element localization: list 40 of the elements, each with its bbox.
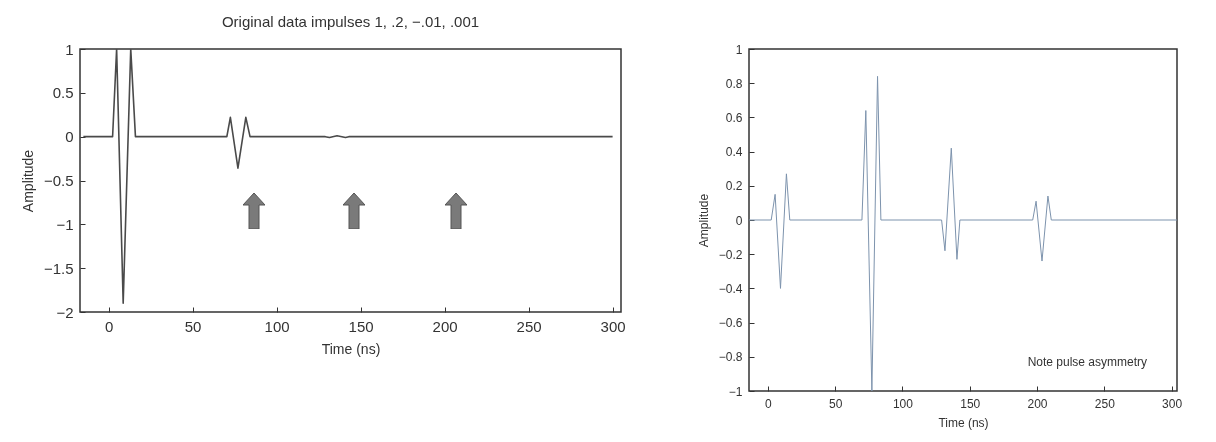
- y-tick-label: −2: [56, 303, 74, 321]
- y-tick-label: 0: [735, 213, 743, 228]
- y-tick-label: −1.5: [43, 259, 74, 277]
- x-tick-label: 250: [1094, 396, 1116, 411]
- x-tick-label: 300: [600, 317, 626, 335]
- y-tick-label: 0.2: [725, 179, 743, 194]
- y-tick-label: −0.5: [43, 172, 74, 189]
- y-tick-label: 0.5: [52, 84, 74, 102]
- y-tick-label: −1: [56, 215, 74, 233]
- x-axis-title: Time (ns): [938, 415, 989, 430]
- y-tick-label: 0.8: [725, 76, 743, 91]
- x-tick-label: 150: [960, 396, 981, 411]
- x-tick-label: 50: [184, 317, 202, 335]
- x-tick-label: 100: [264, 317, 290, 335]
- y-tick-label: 1: [65, 40, 74, 58]
- x-tick-label: 300: [1162, 396, 1183, 411]
- y-axis-title: Amplitude: [19, 149, 36, 213]
- y-tick-label: −0.2: [718, 247, 743, 262]
- y-tick-label: −1: [728, 384, 743, 399]
- x-tick-label: 200: [432, 317, 458, 335]
- x-tick-label: 200: [1027, 396, 1048, 411]
- chart-title: Original data impulses 1, .2, −.01, .001: [221, 13, 480, 30]
- x-tick-label: 0: [765, 396, 772, 411]
- annotation: Note pulse asymmetry: [1027, 355, 1147, 369]
- x-tick-label: 100: [892, 396, 914, 411]
- x-tick-label: 50: [828, 396, 843, 411]
- y-tick-label: −0.4: [718, 281, 743, 296]
- x-tick-label: 150: [348, 317, 374, 335]
- y-tick-label: −0.8: [718, 350, 743, 365]
- y-tick-label: −0.6: [718, 316, 743, 331]
- x-tick-label: 250: [516, 317, 542, 335]
- y-tick-label: 0.4: [725, 145, 743, 160]
- y-axis-title: Amplitude: [696, 193, 711, 248]
- y-tick-label: 0.6: [725, 110, 743, 125]
- x-tick-label: 0: [104, 317, 114, 335]
- y-tick-label: 0: [65, 128, 74, 146]
- x-axis-title: Time (ns): [321, 340, 381, 357]
- line-series: [82, 49, 614, 305]
- line-series: [749, 75, 1177, 391]
- y-tick-label: 1: [735, 42, 743, 57]
